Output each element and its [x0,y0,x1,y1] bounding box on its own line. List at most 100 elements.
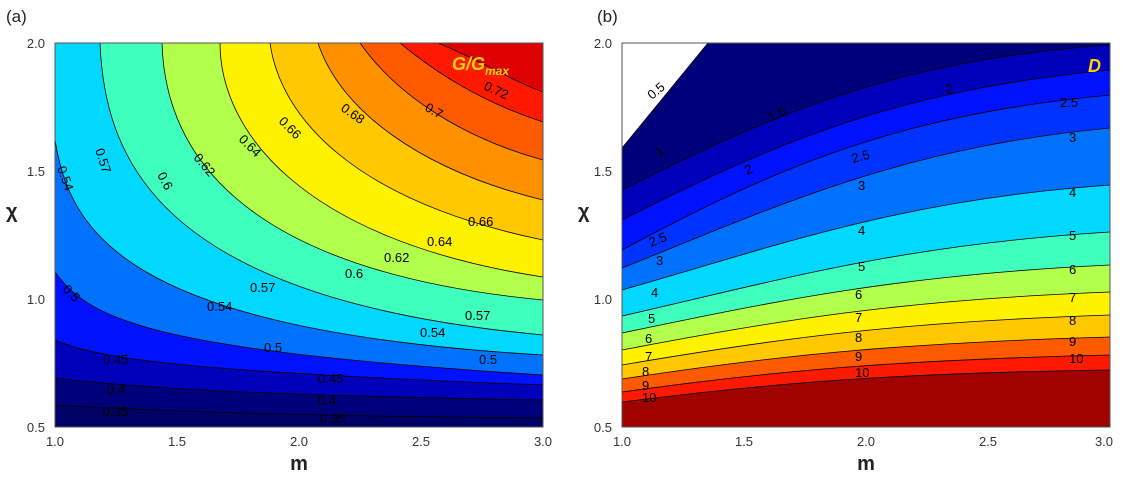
contour-label: 2 [944,81,955,97]
y-tick-label: 0.5 [594,420,612,435]
panel-b-band-9 [622,315,1110,379]
contour-label: 0.64 [427,234,452,249]
contour-label: 0.45 [318,371,343,386]
contour-label: 5 [648,311,655,326]
y-tick-label: 1.5 [27,164,45,179]
y-tick-label: 1.0 [594,292,612,307]
contour-label: 0.4 [107,382,125,397]
x-tick-label: 3.0 [1095,434,1113,449]
x-tick-label: 2.5 [979,434,997,449]
contour-label: 2.5 [647,229,669,250]
panel-a-band-10 [318,43,543,200]
contour-label: 8 [855,330,862,345]
y-axis-title: χ [6,201,18,223]
contour-label: 10 [1069,351,1083,366]
contour-label: 3 [656,253,663,268]
contour-label: 6 [1069,262,1076,277]
panel-a-frame [54,42,544,428]
panel-b-band-11 [622,355,1110,402]
contour-label: 6 [645,331,652,346]
y-tick-label: 2.0 [594,36,612,51]
panel-b-band-0 [622,43,1110,190]
contour-label: 4 [858,223,865,238]
y-tick-label: 0.5 [27,420,45,435]
contour-label: 8 [642,364,649,379]
contour-label: 0.6 [154,169,176,192]
contour-label: 2.5 [1060,95,1078,110]
panel-b-y-axis: 0.5 1.0 1.5 2.0 χ [578,36,612,435]
contour-label: 5 [1069,228,1076,243]
x-tick-label: 2.5 [412,434,430,449]
contour-label: 0.35 [320,411,345,426]
contour-label: 0.5 [264,340,282,355]
x-tick-label: 3.0 [534,434,552,449]
panel-a-band-3 [55,272,543,385]
panel-b-band-3 [622,95,1110,268]
panel-a-x-axis: 1.0 1.5 2.0 2.5 3.0 m [46,434,552,475]
x-tick-label: 1.0 [613,434,631,449]
panel-b-band-2 [622,70,1110,250]
panel-b-band-1 [622,45,1110,220]
contour-label: 0.66 [468,214,493,229]
panel-a-band-11 [360,43,543,160]
panel-a-band-4 [55,140,543,375]
panel-a-quantity-label: G/Gmax [452,54,510,78]
contour-label: 3 [858,178,865,193]
panel-a-label: (a) [6,7,27,26]
contour-label: 0.54 [207,299,232,314]
x-tick-label: 2.0 [857,434,875,449]
contour-label: 0.57 [250,280,275,295]
contour-label: 3 [1069,130,1076,145]
panel-b-band-10 [622,337,1110,392]
contour-label: 0.57 [92,146,114,175]
x-tick-label: 1.5 [735,434,753,449]
x-tick-label: 1.0 [46,434,64,449]
contour-label: 0.57 [465,308,490,323]
contour-label: 0.35 [103,404,128,419]
panel-a-y-axis: 0.5 1.0 1.5 2.0 χ [6,36,45,435]
x-axis-title: m [290,453,308,475]
panel-a: (a) [6,7,552,475]
contour-label: 1.5 [765,103,788,125]
panel-b-contour-lines [622,43,1110,403]
panel-b-band-4 [622,128,1110,290]
contour-label: 0.45 [103,352,128,367]
contour-label: 0.62 [384,250,409,265]
contour-label: 0.5 [479,352,497,367]
contour-label: 10 [642,390,656,405]
panel-a-band-5 [55,43,543,355]
contour-label: 0.54 [420,325,445,340]
panel-b: (b) [578,7,1113,475]
contour-label: 7 [855,310,862,325]
contour-label: 10 [855,365,869,380]
contour-label: 9 [855,349,862,364]
panel-b-band-8 [622,292,1110,365]
contour-label: 5 [858,259,865,274]
contour-label: 0.54 [54,164,77,193]
contour-label: 4 [651,285,658,300]
panel-a-band-9 [270,43,543,240]
panel-a-band-6 [100,43,543,335]
y-tick-label: 1.0 [27,292,45,307]
panel-a-plot-area: 0.35 0.35 0.4 0.4 0.45 0.45 0.5 0.5 0.5 … [54,43,543,427]
y-tick-label: 1.5 [594,164,612,179]
panel-b-band-7 [622,265,1110,350]
x-tick-label: 2.0 [290,434,308,449]
panel-b-band-5 [622,185,1110,316]
contour-label: 6 [855,287,862,302]
contour-label: 7 [645,349,652,364]
y-axis-title: χ [578,201,590,223]
panel-b-band-6 [622,232,1110,333]
panel-b-x-axis: 1.0 1.5 2.0 2.5 3.0 m [613,434,1113,475]
panel-a-band-7 [162,43,543,300]
panel-b-quantity-label: D [1088,56,1101,76]
contour-label: 2.5 [850,147,871,166]
panel-a-band-0 [55,405,543,427]
panel-b-label: (b) [597,7,618,26]
contour-label: 8 [1069,313,1076,328]
x-axis-title: m [857,453,875,475]
panel-a-band-2 [55,340,543,400]
contour-label: 7 [1069,290,1076,305]
contour-label: 9 [642,378,649,393]
